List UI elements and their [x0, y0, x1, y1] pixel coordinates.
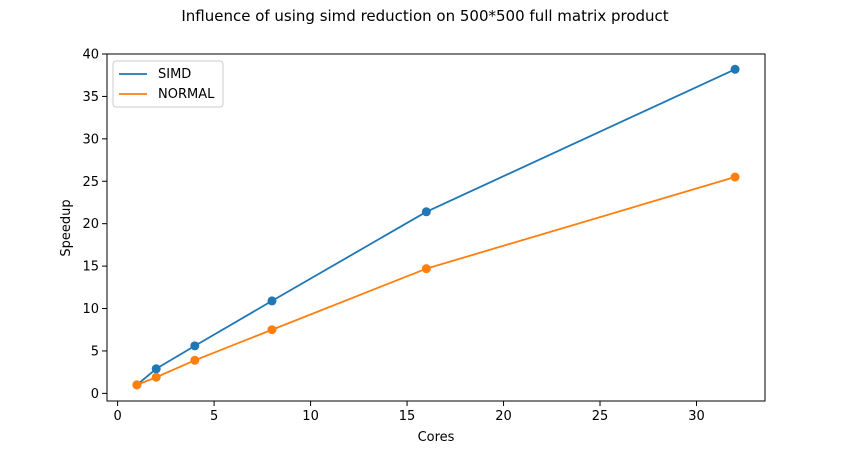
data-point-normal [151, 372, 161, 382]
data-point-simd [190, 341, 200, 351]
data-point-simd [267, 296, 277, 306]
y-axis: 0 5 10 15 20 25 30 35 40 [82, 48, 107, 402]
data-point-normal [730, 172, 740, 182]
y-tick-label: 15 [82, 260, 99, 275]
x-tick-label: 15 [399, 409, 416, 424]
plot-frame [106, 53, 766, 402]
y-tick-label: 30 [82, 132, 99, 147]
data-point-normal [267, 325, 277, 335]
data-point-simd [730, 64, 740, 74]
y-tick-label: 20 [82, 217, 99, 232]
y-axis-label: Speedup [59, 199, 74, 256]
chart-title: Influence of using simd reduction on 500… [181, 7, 668, 25]
data-point-normal [421, 264, 431, 274]
series-layer [132, 64, 740, 390]
y-tick-label: 0 [91, 387, 99, 402]
series-line-simd [136, 68, 736, 386]
legend-label-simd: SIMD [158, 67, 191, 82]
x-tick-label: 25 [592, 409, 609, 424]
legend-label-normal: NORMAL [158, 87, 215, 102]
data-point-normal [132, 380, 142, 390]
data-point-simd [151, 364, 161, 374]
x-axis: 0 5 10 15 20 25 30 [113, 401, 705, 424]
y-tick-label: 10 [82, 302, 99, 317]
y-tick-label: 35 [82, 90, 99, 105]
data-point-normal [190, 355, 200, 365]
x-tick-label: 30 [688, 409, 705, 424]
legend-box [112, 60, 224, 108]
y-tick-label: 5 [91, 344, 99, 359]
x-tick-label: 10 [302, 409, 319, 424]
x-tick-label: 0 [113, 409, 121, 424]
x-axis-label: Cores [418, 430, 455, 445]
legend: SIMD NORMAL [112, 60, 224, 108]
y-tick-label: 25 [82, 175, 99, 190]
x-tick-label: 20 [495, 409, 512, 424]
x-tick-label: 5 [210, 409, 218, 424]
plot-area [106, 53, 766, 402]
y-tick-label: 40 [82, 48, 99, 63]
data-point-simd [421, 207, 431, 217]
